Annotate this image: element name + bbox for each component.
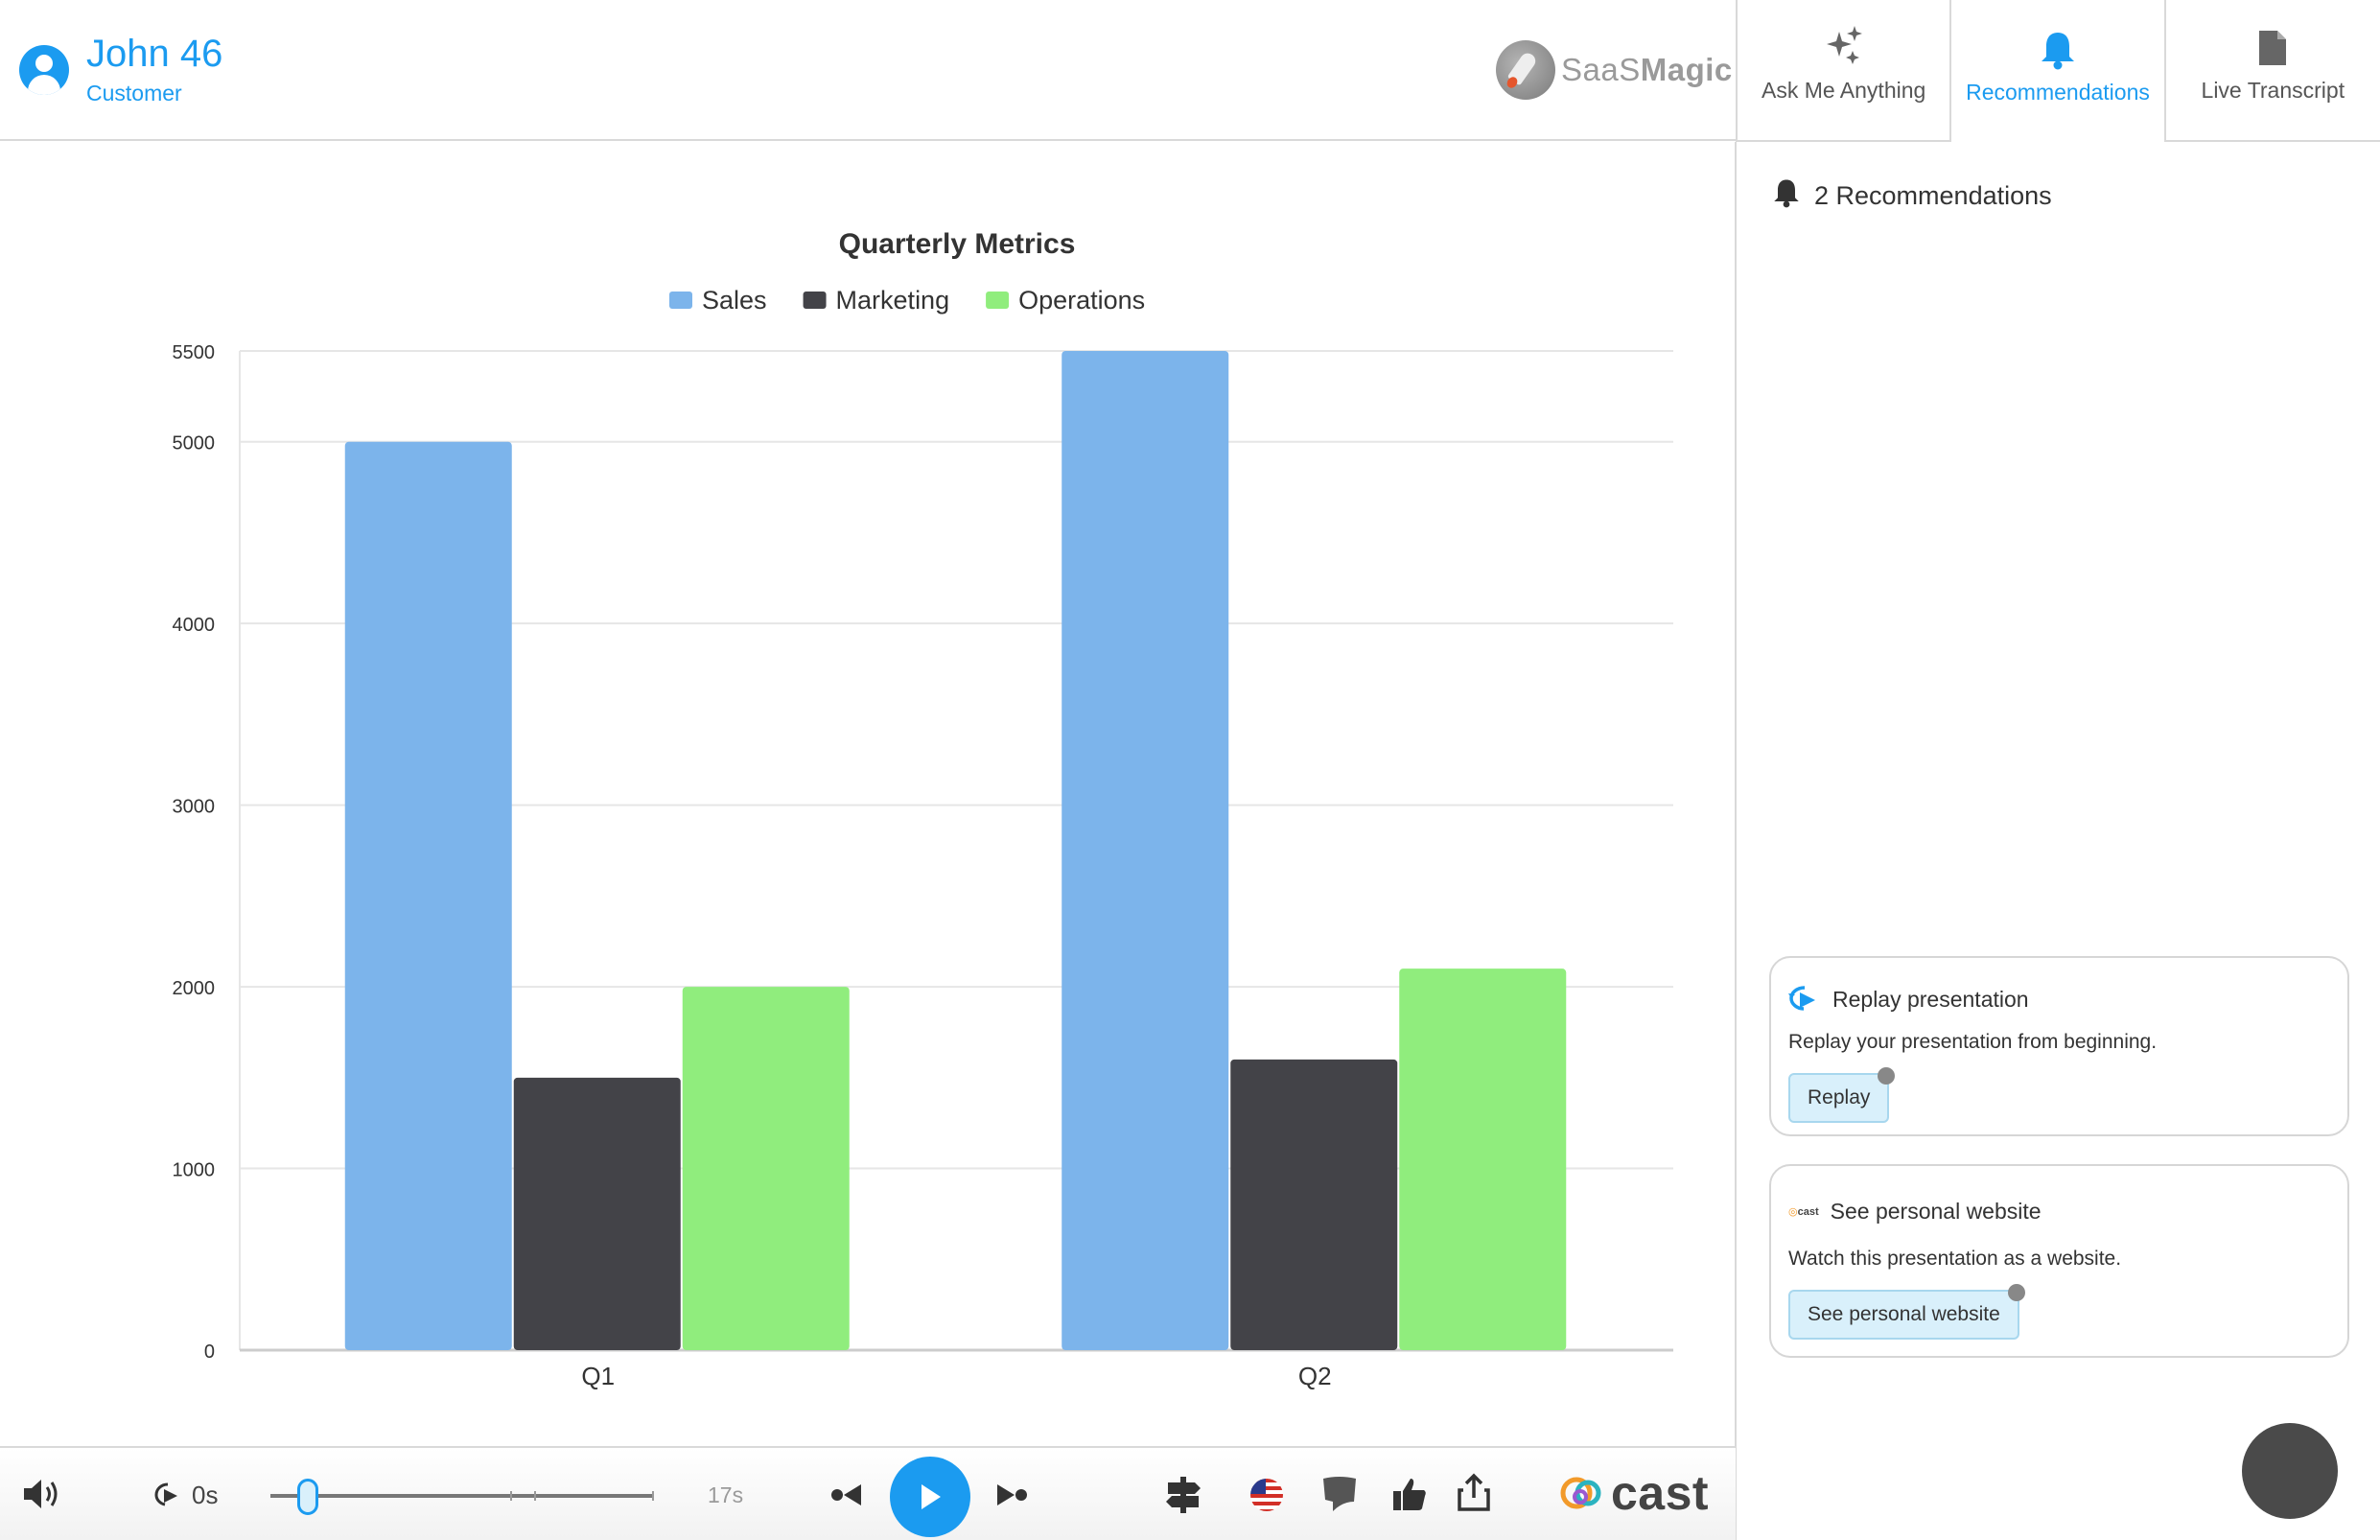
x-tick-label: Q2: [1298, 1362, 1332, 1390]
chat-fab-button[interactable]: [2242, 1423, 2338, 1519]
bell-icon: [1772, 176, 1801, 216]
y-tick-label: 5500: [173, 342, 216, 363]
rocket-icon: [1496, 40, 1555, 100]
recommendation-card-replay: Replay presentation Replay your presenta…: [1769, 956, 2349, 1136]
hint-dot: [1878, 1067, 1896, 1085]
cast-logo-icon: [1560, 1477, 1601, 1509]
brand-logo: SaaSMagic: [1496, 40, 1733, 100]
y-tick-label: 3000: [173, 797, 216, 818]
replay-icon: [1788, 985, 1821, 1014]
tab-recommendations[interactable]: Recommendations: [1951, 0, 2166, 142]
tab-ask-me-anything[interactable]: Ask Me Anything: [1738, 0, 1952, 142]
y-tick-label: 5000: [173, 433, 216, 455]
tab-label: Live Transcript: [2201, 78, 2345, 103]
y-tick-label: 2000: [173, 978, 216, 999]
y-tick-label: 4000: [173, 615, 216, 636]
timeline-scrubber[interactable]: [297, 1479, 318, 1515]
brand-name-light: SaaS: [1561, 52, 1641, 87]
legend-label: Marketing: [836, 286, 950, 315]
button-label: See personal website: [1808, 1303, 2000, 1325]
play-button[interactable]: [890, 1457, 970, 1537]
bell-icon: [2039, 28, 2077, 70]
y-tick-label: 1000: [173, 1160, 216, 1181]
legend-label: Sales: [702, 286, 767, 315]
hint-dot: [2007, 1284, 2025, 1301]
see-personal-website-button[interactable]: See personal website: [1788, 1284, 2025, 1340]
cast-logo-icon: ◎ cast: [1788, 1205, 1819, 1219]
us-flag-icon[interactable]: [1248, 1477, 1285, 1513]
x-tick-label: Q1: [581, 1362, 615, 1390]
sparkles-icon: [1822, 26, 1866, 68]
volume-icon[interactable]: [21, 1475, 63, 1513]
cast-brand-logo: cast: [1559, 1465, 1709, 1521]
bar-operations-q2: [1399, 968, 1567, 1350]
side-panel-tabs: Ask Me Anything Recommendations Live Tra…: [1736, 0, 2380, 142]
user-name: John 46: [86, 33, 223, 75]
card-description: Watch this presentation as a website.: [1788, 1248, 2122, 1270]
tab-label: Recommendations: [1966, 80, 2150, 105]
rewind-icon[interactable]: [153, 1481, 182, 1509]
speech-bubble-icon[interactable]: [1319, 1473, 1360, 1515]
legend-swatch: [803, 292, 827, 309]
play-icon: [922, 1484, 941, 1509]
timeline-track[interactable]: [270, 1491, 654, 1501]
cast-brand-text: cast: [1611, 1466, 1710, 1520]
recommendation-card-website: ◎ cast See personal website Watch this pr…: [1769, 1164, 2349, 1358]
bar-marketing-q1: [513, 1077, 681, 1350]
tab-label: Ask Me Anything: [1762, 78, 1926, 103]
document-icon: [2256, 26, 2289, 68]
bar-sales-q1: [344, 441, 512, 1350]
timeline-tick: [534, 1491, 536, 1501]
signpost-icon[interactable]: [1162, 1473, 1204, 1515]
next-slide-icon[interactable]: [993, 1482, 1028, 1507]
chart-area: 0 1000 2000 3000 4000 5000 5500 Q1 Q2 Sales Mark…: [0, 144, 1736, 1443]
card-description: Replay your presentation from beginning.: [1788, 1031, 2158, 1053]
user-role: Customer: [86, 81, 182, 105]
bar-marketing-q2: [1230, 1059, 1398, 1350]
button-label: Replay: [1808, 1086, 1871, 1108]
brand-name-bold: Magic: [1640, 52, 1733, 87]
end-time: 17s: [708, 1482, 744, 1507]
chart-title: Quarterly Metrics: [839, 228, 1076, 260]
recommendations-header: 2 Recommendations: [1772, 176, 2052, 216]
tab-live-transcript[interactable]: Live Transcript: [2165, 0, 2380, 142]
legend-label: Operations: [1018, 286, 1145, 315]
timeline-tick: [510, 1491, 512, 1501]
y-tick-label: 0: [204, 1342, 215, 1363]
legend-swatch: [986, 292, 1010, 309]
player-controls: 0s 17s: [0, 1446, 1736, 1540]
bar-chart: 0 1000 2000 3000 4000 5000 5500 Q1 Q2 Sales Mark…: [173, 228, 1673, 1390]
current-time: 0s: [192, 1481, 219, 1509]
card-title: See personal website: [1830, 1199, 2042, 1224]
bar-sales-q2: [1062, 351, 1229, 1350]
share-icon[interactable]: [1456, 1473, 1492, 1513]
replay-button[interactable]: Replay: [1788, 1067, 1896, 1123]
thumbs-up-icon[interactable]: [1390, 1475, 1429, 1513]
user-avatar-icon: [19, 44, 69, 95]
timeline-tick: [652, 1491, 654, 1501]
user-info: John 46 Customer: [19, 33, 222, 106]
legend-swatch: [669, 292, 692, 309]
previous-slide-icon[interactable]: [830, 1482, 865, 1507]
bar-operations-q1: [682, 987, 850, 1350]
card-title: Replay presentation: [1832, 986, 2029, 1012]
panel-divider: [1735, 142, 1737, 1540]
recommendations-count: 2 Recommendations: [1814, 181, 2052, 210]
top-header: John 46 Customer SaaSMagic: [0, 0, 1736, 141]
